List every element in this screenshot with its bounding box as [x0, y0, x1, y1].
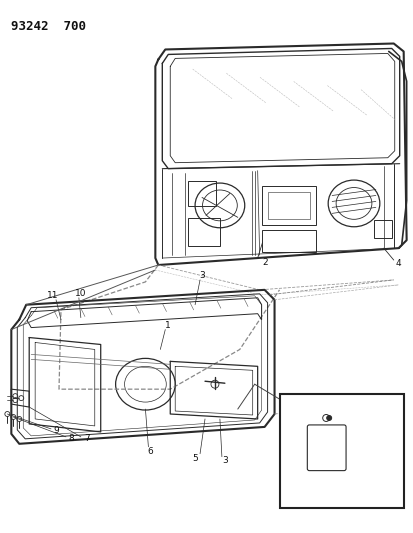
Text: 5: 5	[192, 454, 197, 463]
Text: 10: 10	[75, 289, 86, 298]
Text: 8: 8	[68, 434, 74, 443]
Bar	[188, 181, 216, 206]
Text: 4: 4	[370, 407, 376, 416]
Text: 93242  700: 93242 700	[11, 20, 86, 33]
Text: 1: 1	[353, 442, 359, 451]
Bar	[188, 219, 219, 246]
Circle shape	[326, 416, 331, 421]
Text: 1: 1	[165, 321, 171, 330]
Bar	[261, 230, 316, 252]
Text: 4: 4	[395, 259, 401, 268]
Text: 3: 3	[221, 456, 227, 465]
Bar	[267, 191, 310, 219]
Bar	[279, 394, 403, 508]
Text: 2: 2	[262, 257, 268, 266]
Bar	[261, 185, 316, 225]
Text: 6: 6	[147, 447, 153, 456]
Text: 7: 7	[84, 434, 90, 443]
Bar	[373, 220, 391, 238]
Text: 11: 11	[47, 292, 59, 300]
Text: 9: 9	[53, 426, 59, 435]
Text: 3: 3	[199, 271, 204, 280]
